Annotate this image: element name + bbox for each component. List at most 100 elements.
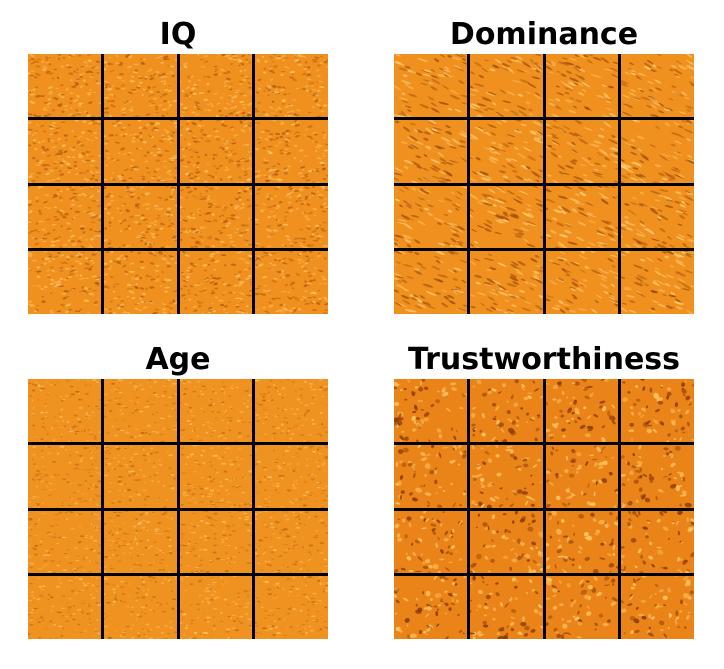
texture-blob <box>194 524 200 527</box>
texture-blob <box>36 502 38 504</box>
texture-blob <box>120 133 123 136</box>
texture-blob <box>265 86 270 90</box>
texture-blob <box>204 570 210 573</box>
texture-blob <box>225 405 228 407</box>
texture-blob <box>50 283 55 285</box>
texture-blob <box>221 386 226 388</box>
texture-blob <box>35 523 37 525</box>
texture-blob <box>110 459 113 461</box>
texture-blob <box>304 380 308 383</box>
texture-blob <box>572 66 581 72</box>
texture-blob <box>220 137 224 140</box>
texture-blob <box>559 128 566 133</box>
texture-blob <box>185 270 189 272</box>
texture-blob <box>106 265 110 268</box>
texture-blob <box>681 91 688 96</box>
texture-blob <box>137 252 141 255</box>
texture-blob <box>567 88 572 92</box>
texture-blob <box>234 215 240 218</box>
texture-blob <box>206 264 210 266</box>
texture-blob <box>538 295 543 299</box>
texture-blob <box>506 141 514 145</box>
texture-blob <box>647 59 654 64</box>
texture-blob <box>474 61 482 68</box>
texture-blob <box>42 422 45 425</box>
texture-blob <box>471 170 478 175</box>
texture-blob <box>54 97 59 101</box>
texture-blob <box>117 475 122 478</box>
texture-blob <box>140 564 143 567</box>
texture-blob <box>172 237 177 240</box>
texture-blob <box>124 510 129 512</box>
texture-blob <box>164 404 169 406</box>
texture-blob <box>127 151 132 154</box>
texture-blob <box>181 147 185 150</box>
texture-blob <box>678 208 688 212</box>
texture-blob <box>119 61 123 65</box>
texture-blob <box>213 73 218 76</box>
texture-blob <box>287 165 291 168</box>
texture-blob <box>108 268 112 271</box>
texture-blob <box>269 194 272 197</box>
texture-blob <box>36 159 40 162</box>
texture-blob <box>211 157 215 160</box>
texture-blob <box>36 58 42 61</box>
texture-blob <box>282 131 286 134</box>
texture-blob <box>264 489 267 491</box>
texture-blob <box>307 243 311 246</box>
texture-blob <box>454 195 462 199</box>
texture-blob <box>193 101 200 105</box>
texture-blob <box>280 311 286 313</box>
texture-blob <box>469 71 475 75</box>
texture-blob <box>154 228 159 231</box>
texture-blob <box>583 127 593 131</box>
texture-blob <box>74 577 79 579</box>
texture-blob <box>227 160 230 163</box>
texture-blob <box>239 100 244 104</box>
texture-blob <box>130 470 134 473</box>
texture-blob <box>84 159 91 161</box>
texture-blob <box>237 431 241 434</box>
texture-blob <box>303 504 307 507</box>
texture-blob <box>224 569 229 572</box>
texture-blob <box>138 434 143 437</box>
texture-blob <box>146 538 149 541</box>
texture-blob <box>303 134 307 136</box>
texture-blob <box>588 163 594 166</box>
texture-blob <box>83 446 88 449</box>
texture-blob <box>408 69 417 74</box>
texture-blob <box>104 415 106 418</box>
texture-blob <box>272 484 276 487</box>
texture-blob <box>221 205 226 208</box>
texture-blob <box>308 434 313 436</box>
texture-blob <box>284 169 289 171</box>
texture-blob <box>215 167 219 170</box>
texture-blob <box>48 72 54 75</box>
texture-blob <box>168 453 173 456</box>
texture-blob <box>145 191 150 194</box>
texture-blob <box>46 270 50 272</box>
texture-blob <box>404 83 409 87</box>
texture-blob <box>233 95 237 98</box>
texture-blob <box>621 79 630 85</box>
texture-blob <box>665 172 671 177</box>
texture-blob <box>648 309 658 314</box>
texture-blob <box>300 396 303 399</box>
texture-blob <box>271 253 277 255</box>
texture-blob <box>211 390 214 393</box>
texture-blob <box>123 168 129 171</box>
texture-blob <box>154 529 158 532</box>
texture-blob <box>551 114 559 117</box>
texture-blob <box>37 567 43 569</box>
texture-blob <box>117 307 121 310</box>
texture-blob <box>630 89 637 93</box>
texture-blob <box>592 140 602 144</box>
texture-blob <box>117 511 123 513</box>
texture-blob <box>292 501 294 504</box>
texture-blob <box>674 73 679 76</box>
texture-blob <box>79 613 82 615</box>
texture-blob <box>658 110 665 114</box>
texture-blob <box>659 227 666 232</box>
texture-blob <box>77 252 81 254</box>
texture-blob <box>143 154 148 157</box>
